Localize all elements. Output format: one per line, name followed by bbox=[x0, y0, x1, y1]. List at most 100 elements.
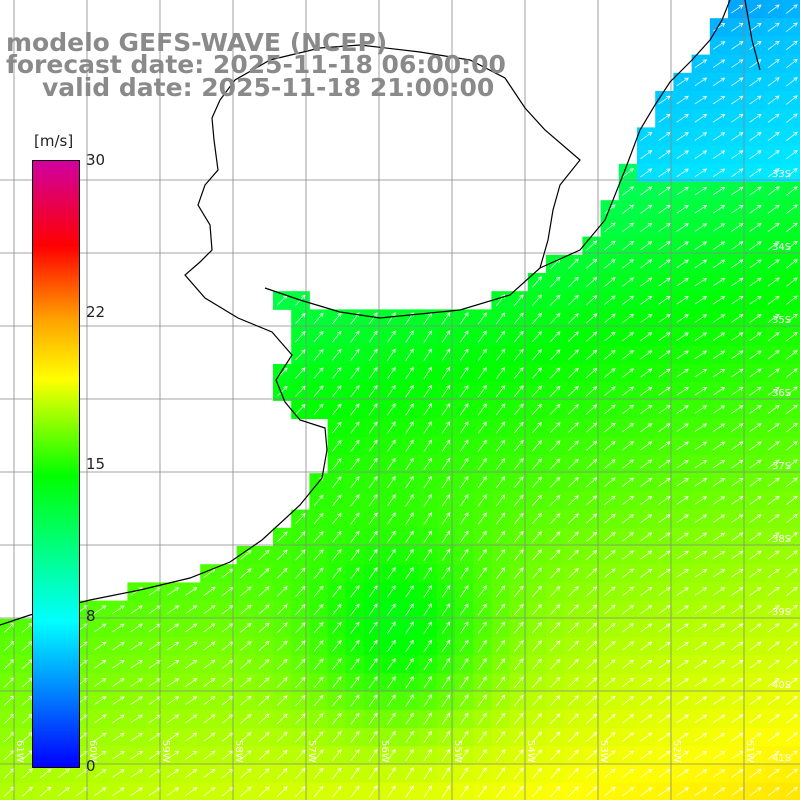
wind-arrow bbox=[767, 459, 780, 469]
wind-arrow bbox=[550, 458, 561, 470]
wind-arrow bbox=[694, 641, 708, 651]
field-cell bbox=[600, 509, 620, 529]
field-cell bbox=[618, 218, 638, 238]
wind-arrow bbox=[332, 785, 342, 798]
wind-arrow bbox=[423, 566, 432, 580]
wind-arrow bbox=[423, 748, 432, 762]
field-cell bbox=[291, 327, 310, 347]
wind-arrow bbox=[350, 567, 360, 580]
wind-arrow bbox=[532, 312, 543, 324]
field-cell bbox=[218, 637, 238, 656]
wind-arrow bbox=[658, 95, 671, 105]
wind-arrow bbox=[441, 439, 451, 452]
wind-arrow bbox=[731, 223, 744, 232]
wind-arrow bbox=[785, 168, 798, 178]
wind-arrow bbox=[532, 294, 543, 306]
wind-arrow bbox=[658, 168, 671, 178]
wind-arrow bbox=[622, 568, 635, 578]
field-cell bbox=[291, 364, 310, 383]
wind-arrow bbox=[658, 587, 671, 596]
field-cell bbox=[618, 418, 638, 438]
field-cell bbox=[546, 418, 565, 438]
wind-arrow bbox=[785, 532, 798, 542]
wind-arrow bbox=[387, 312, 396, 325]
field-cell bbox=[218, 691, 238, 711]
wind-arrow bbox=[441, 748, 451, 762]
wind-arrow bbox=[459, 639, 469, 653]
wind-arrow bbox=[712, 569, 726, 578]
wind-arrow bbox=[731, 41, 744, 50]
wind-arrow bbox=[586, 440, 598, 451]
wind-arrow bbox=[423, 603, 432, 616]
wind-arrow bbox=[749, 678, 762, 687]
wind-arrow bbox=[368, 639, 378, 653]
field-cell bbox=[327, 345, 347, 365]
wind-arrow bbox=[767, 714, 780, 724]
wind-arrow bbox=[767, 77, 780, 87]
wind-arrow bbox=[295, 385, 306, 397]
wind-arrow bbox=[295, 731, 306, 743]
field-cell bbox=[291, 527, 310, 547]
wind-arrow bbox=[240, 713, 252, 724]
wind-arrow bbox=[658, 732, 671, 742]
field-cell bbox=[564, 327, 583, 347]
colorbar bbox=[32, 160, 80, 768]
wind-arrow bbox=[295, 513, 306, 525]
wind-arrow bbox=[405, 585, 414, 598]
field-cell bbox=[0, 655, 19, 674]
wind-arrow bbox=[785, 786, 798, 797]
wind-arrow bbox=[712, 732, 726, 742]
field-cell bbox=[527, 709, 547, 729]
wind-arrow bbox=[423, 548, 432, 562]
wind-arrow bbox=[240, 695, 252, 706]
wind-arrow bbox=[185, 769, 198, 778]
field-cell bbox=[618, 618, 638, 638]
field-cell bbox=[309, 364, 329, 383]
wind-arrow bbox=[731, 4, 744, 14]
wind-arrow bbox=[350, 639, 360, 652]
wind-arrow bbox=[767, 732, 780, 742]
field-cell bbox=[509, 382, 529, 401]
wind-arrow bbox=[332, 512, 342, 525]
wind-arrow bbox=[568, 313, 579, 324]
wind-arrow bbox=[676, 132, 689, 141]
wind-arrow bbox=[586, 477, 598, 488]
wind-arrow bbox=[112, 696, 125, 705]
field-cell bbox=[509, 637, 529, 656]
wind-arrow bbox=[405, 676, 414, 689]
wind-arrow bbox=[622, 441, 635, 451]
wind-arrow bbox=[568, 258, 579, 270]
wind-arrow bbox=[731, 750, 744, 760]
wind-arrow bbox=[712, 186, 726, 196]
field-cell bbox=[527, 291, 547, 310]
wind-arrow bbox=[604, 349, 616, 360]
lat-label: 37S bbox=[772, 461, 791, 472]
wind-arrow bbox=[640, 714, 653, 724]
field-cell bbox=[618, 655, 638, 674]
wind-arrow bbox=[513, 439, 524, 452]
wind-arrow bbox=[240, 659, 252, 670]
wind-arrow bbox=[604, 641, 616, 651]
wind-arrow bbox=[295, 676, 306, 688]
wind-arrow bbox=[658, 550, 671, 560]
field-cell bbox=[491, 309, 511, 329]
field-cell bbox=[327, 491, 347, 511]
wind-arrow bbox=[676, 714, 689, 724]
field-cell bbox=[600, 764, 620, 784]
wind-arrow bbox=[295, 695, 306, 707]
field-cell bbox=[291, 345, 310, 365]
field-cell bbox=[546, 600, 565, 620]
wind-arrow bbox=[459, 621, 469, 634]
wind-arrow bbox=[712, 223, 726, 232]
field-cell bbox=[618, 673, 638, 693]
wind-arrow bbox=[676, 787, 689, 796]
wind-arrow bbox=[405, 657, 414, 671]
wind-arrow bbox=[749, 332, 762, 342]
wind-arrow bbox=[622, 186, 635, 196]
field-cell bbox=[254, 564, 274, 583]
wind-arrow bbox=[368, 530, 378, 543]
wind-arrow bbox=[785, 550, 798, 560]
wind-arrow bbox=[604, 568, 616, 579]
wind-arrow bbox=[749, 623, 762, 633]
wind-arrow bbox=[368, 657, 378, 671]
